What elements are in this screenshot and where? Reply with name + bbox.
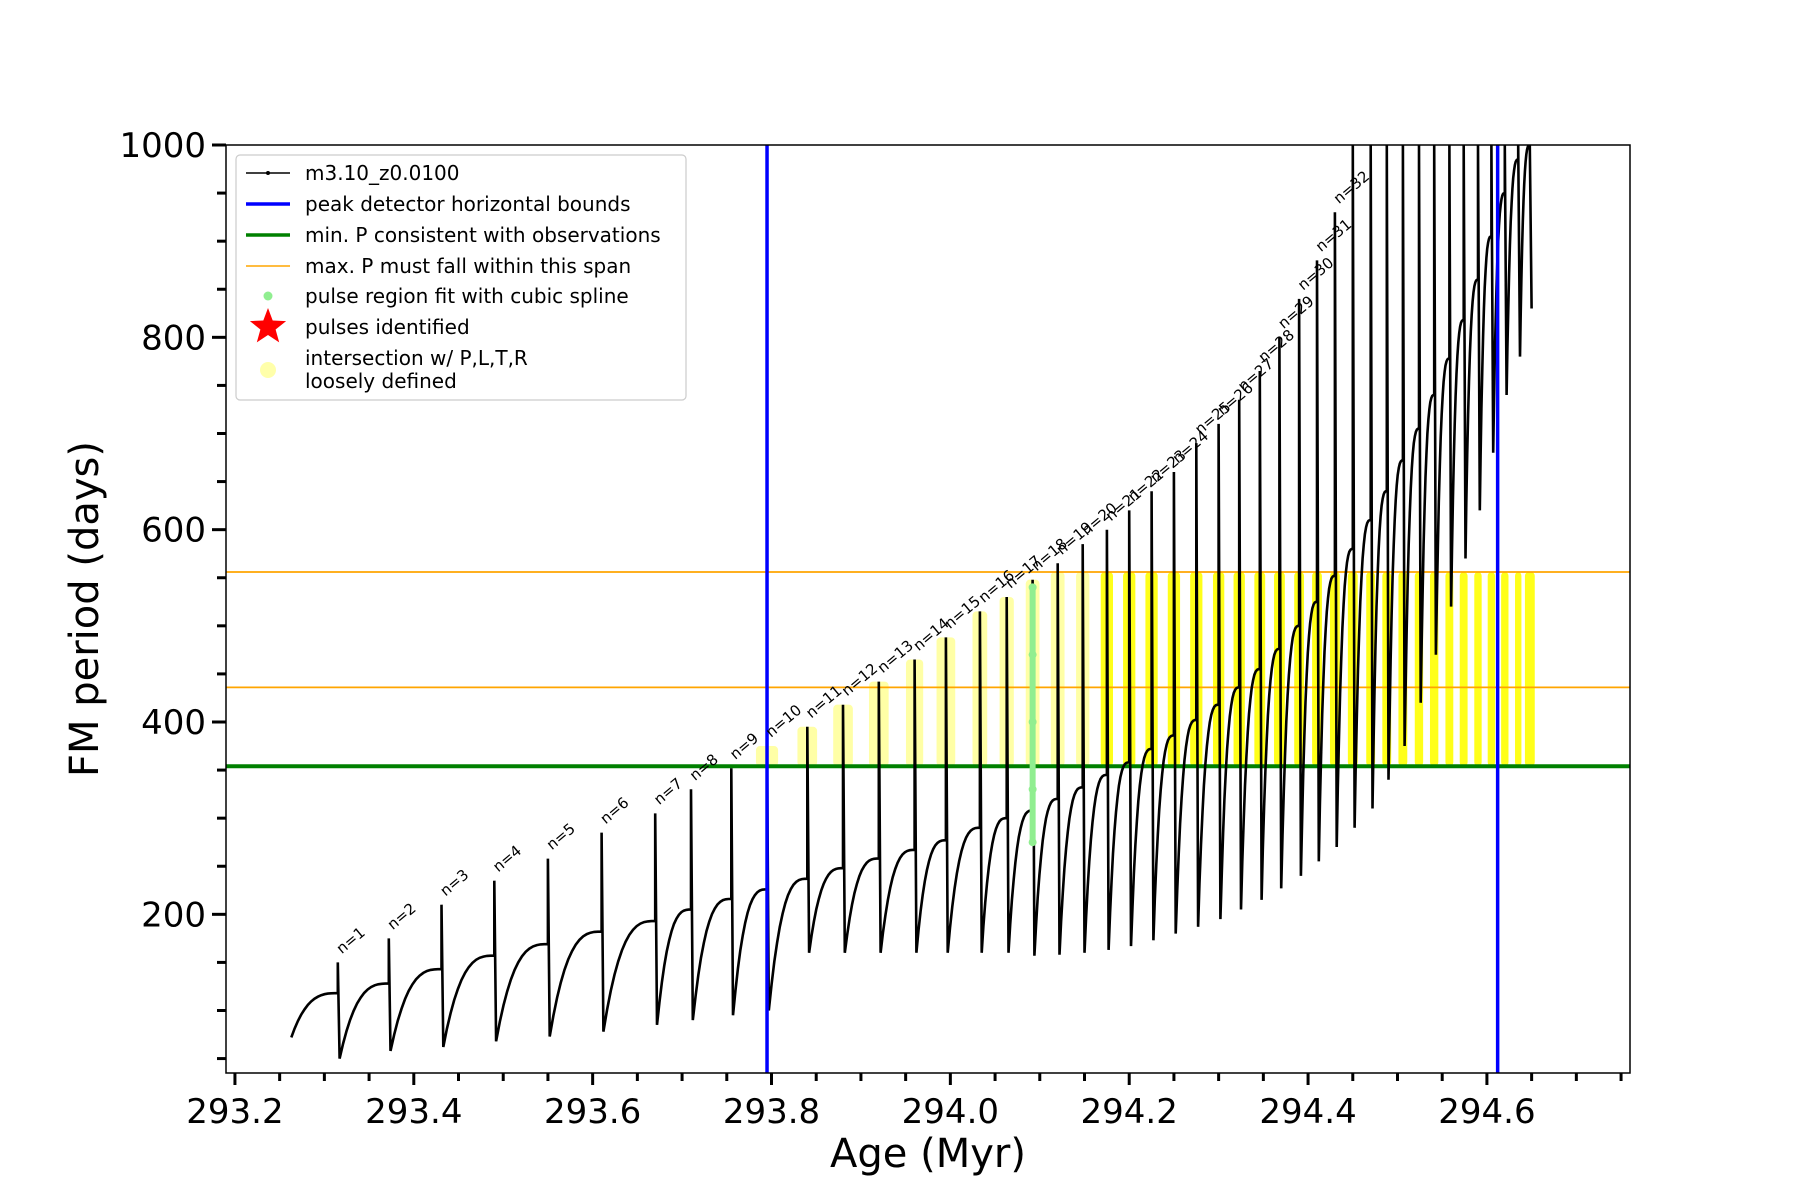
x-tick-label: 293.8 [723, 1092, 820, 1132]
intersection-band [1459, 571, 1468, 767]
legend-label: pulse region fit with cubic spline [305, 284, 629, 308]
x-tick-label: 294.2 [1081, 1092, 1178, 1132]
legend-swatch [263, 291, 273, 301]
y-tick-label: 1000 [119, 126, 206, 166]
horizontal-lines [226, 571, 1630, 769]
legend-label: m3.10_z0.0100 [305, 161, 460, 185]
series-line [290, 145, 1533, 1059]
legend-label: min. P consistent with observations [305, 223, 661, 247]
legend-swatch-dot [266, 171, 270, 175]
y-tick-label: 800 [141, 318, 206, 358]
legend-label: pulses identified [305, 315, 470, 339]
x-tick-label: 293.6 [544, 1092, 641, 1132]
x-tick-label: 293.4 [365, 1092, 462, 1132]
star-icon [249, 308, 287, 343]
legend-box [235, 154, 687, 401]
spline-points [1028, 583, 1037, 847]
y-axis-title: FM period (days) [62, 441, 108, 777]
plot-frame [225, 144, 1631, 1074]
intersection-band [1501, 571, 1509, 767]
legend-label: loosely defined [305, 369, 457, 393]
intersection-band [1474, 571, 1482, 767]
y-tick-label: 200 [141, 895, 206, 935]
intersection-band [1524, 571, 1535, 767]
x-tick-label: 293.2 [186, 1092, 283, 1132]
x-tick-label: 294.0 [902, 1092, 999, 1132]
y-tick-label: 400 [141, 703, 206, 743]
x-tick-label: 294.4 [1259, 1092, 1356, 1132]
y-tick-label: 600 [141, 511, 206, 551]
x-tick-label: 294.6 [1438, 1092, 1535, 1132]
intersection-band [1445, 571, 1454, 767]
period-track [290, 145, 1533, 1059]
x-axis-title: Age (Myr) [830, 1131, 1026, 1177]
legend-label: intersection w/ P,L,T,R [305, 346, 528, 370]
intersection-band [1487, 571, 1496, 767]
legend-swatch [260, 362, 276, 378]
axes: 293.2 293.4 293.6 293.8 294.0 294.2 294.4 294.6… [119, 126, 1623, 1132]
legend-label: peak detector horizontal bounds [305, 192, 631, 216]
intersection-band [1515, 571, 1522, 767]
legend-label: max. P must fall within this span [305, 254, 631, 278]
vertical-lines [765, 145, 1500, 1073]
